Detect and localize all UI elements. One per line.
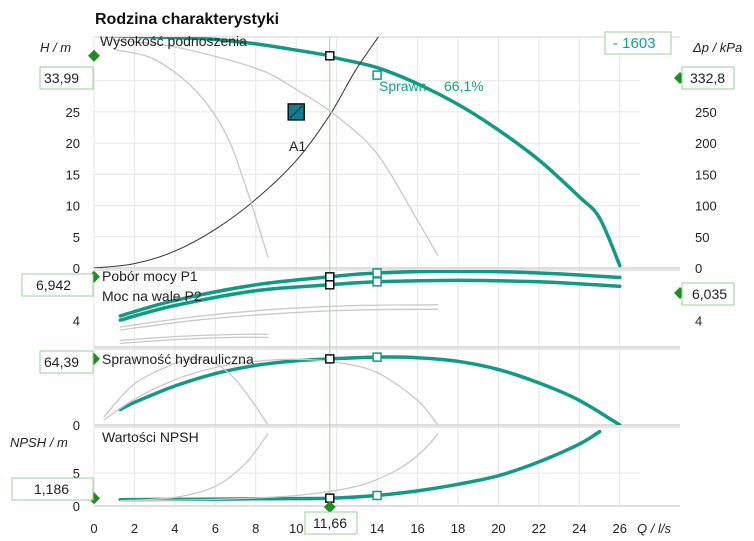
head-left-value-box xyxy=(39,66,94,90)
x-tick-label: 18 xyxy=(451,521,465,536)
duty-point-diagonal xyxy=(289,105,303,119)
head-panel-title: Wysokość podnoszenia xyxy=(100,33,247,49)
y-tick-label: 25 xyxy=(66,105,80,120)
pump-id: - 1603 xyxy=(613,35,656,52)
curve-marker xyxy=(372,70,382,80)
power-curves xyxy=(118,270,622,344)
efficiency-left-value-box xyxy=(39,350,94,374)
q-value: 11,66 xyxy=(313,515,347,531)
curve-marker xyxy=(325,493,335,503)
system-curve-line xyxy=(93,37,379,268)
curve-marker xyxy=(325,354,335,364)
curve-marker xyxy=(325,51,335,61)
y-tick-label: 5 xyxy=(73,466,80,481)
head-y2-axis-label: Δp / kPa xyxy=(692,40,742,55)
x-tick-label: 16 xyxy=(410,521,424,536)
y2-tick-label: 200 xyxy=(695,136,717,151)
curve-marker xyxy=(372,277,382,287)
faint-curve-line xyxy=(119,432,439,502)
head-y-axis-label: H / m xyxy=(40,40,71,55)
head-right-value-box xyxy=(681,66,735,90)
y2-tick-label: 50 xyxy=(695,230,709,245)
faint-curve-line xyxy=(119,308,439,331)
faint-curve-line xyxy=(103,358,269,425)
y2-tick-label: 0 xyxy=(695,261,702,276)
head-right-value: 332,8 xyxy=(690,70,725,86)
power-right-value: 6,035 xyxy=(692,286,727,302)
power-p1-line xyxy=(118,270,622,318)
y-tick-label: 5 xyxy=(73,230,80,245)
head-curves xyxy=(93,37,622,268)
y-tick-label: 0 xyxy=(73,418,80,433)
x-tick-label: 8 xyxy=(252,521,259,536)
faint-curve-line xyxy=(119,336,269,344)
q-value-box xyxy=(304,511,358,535)
curve-marker xyxy=(372,268,382,278)
efficiency-curves xyxy=(103,355,622,425)
efficiency-label: Sprawn. xyxy=(379,78,430,94)
curve-marker xyxy=(372,352,382,362)
x-tick-label: 22 xyxy=(532,521,546,536)
y-tick-label: 0 xyxy=(73,499,80,514)
curve-marker xyxy=(372,490,382,501)
y2-tick-label: 150 xyxy=(695,167,717,182)
efficiency-left-value: 64,39 xyxy=(44,354,79,370)
efficiency-panel-title: Sprawność hydrauliczna xyxy=(102,351,254,367)
npsh-left-value: 1,186 xyxy=(34,481,69,497)
efficiency-main-line xyxy=(118,355,622,425)
left-value-marker xyxy=(88,49,100,62)
operating-point-marker xyxy=(323,501,336,513)
power-left-value: 6,942 xyxy=(36,277,71,293)
pump-id-box xyxy=(604,31,672,55)
x-tick-label: 20 xyxy=(491,521,505,536)
y-tick-label: 0 xyxy=(73,261,80,276)
power-p2-title: Moc na wale P2 xyxy=(102,288,202,304)
chart-title: Rodzina charakterystyki xyxy=(95,11,279,28)
y-tick-label: 15 xyxy=(66,167,80,182)
npsh-panel-title: Wartości NPSH xyxy=(102,429,199,445)
curve-marker xyxy=(325,272,335,282)
npsh-left-value-box xyxy=(11,477,94,501)
faint-curve-line xyxy=(119,333,269,341)
x-tick-label: 24 xyxy=(572,521,586,536)
power-right-value-box xyxy=(681,282,735,306)
power-left-value-box xyxy=(21,273,94,297)
faint-curve-line xyxy=(119,432,269,502)
faint-curve-line xyxy=(103,358,439,425)
power-p1-title: Pobór mocy P1 xyxy=(102,268,198,284)
x-tick-label: 0 xyxy=(90,521,97,536)
x-tick-label: 10 xyxy=(289,521,303,536)
curves xyxy=(93,37,622,502)
y-tick-label: 20 xyxy=(66,136,80,151)
power-p2-line xyxy=(118,278,622,322)
curve-marker xyxy=(325,280,335,290)
x-tick-label: 4 xyxy=(171,521,178,536)
y2-tick-label: 100 xyxy=(695,199,717,214)
grid xyxy=(93,37,640,507)
y-tick-label: 4 xyxy=(73,313,80,328)
head-left-value: 33,99 xyxy=(44,70,79,86)
x-tick-label: 2 xyxy=(131,521,138,536)
x-tick-label: 14 xyxy=(370,521,384,536)
faint-curve-line xyxy=(119,304,439,328)
npsh-curves xyxy=(118,429,602,502)
duty-point-label: A1 xyxy=(289,138,306,154)
head-main-line xyxy=(98,37,622,268)
npsh-y-axis-label: NPSH / m xyxy=(10,435,68,450)
efficiency-value: 66,1% xyxy=(444,78,484,94)
faint-curve-line xyxy=(113,48,269,258)
x-tick-label: 26 xyxy=(613,521,627,536)
y-tick-label: 10 xyxy=(66,199,80,214)
x-tick-label: 6 xyxy=(212,521,219,536)
y2-tick-label: 250 xyxy=(695,105,717,120)
x-axis-label: Q / l/s xyxy=(637,521,671,536)
y2-tick-label: 4 xyxy=(695,313,702,328)
faint-curve-line xyxy=(113,39,439,257)
